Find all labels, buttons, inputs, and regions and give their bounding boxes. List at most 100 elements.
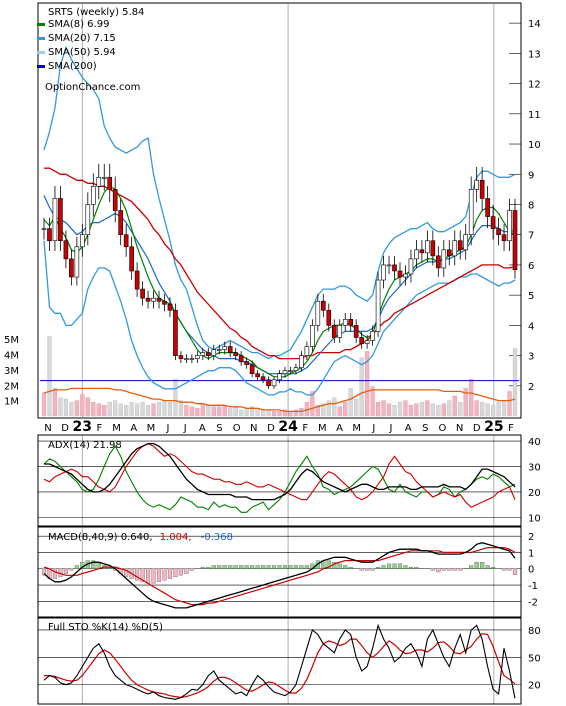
candle-body xyxy=(485,198,490,217)
volume-bar xyxy=(255,408,260,417)
x-tick-label: D xyxy=(473,423,481,434)
volume-bar xyxy=(107,401,112,417)
volume-bar xyxy=(113,400,118,417)
y-tick-label: 9 xyxy=(528,170,534,181)
x-tick-label: M xyxy=(318,423,327,434)
candle-body xyxy=(403,273,408,278)
x-tick-label: S xyxy=(422,423,428,434)
volume-bar xyxy=(403,400,408,417)
volume-bar xyxy=(474,400,479,417)
volume-bar xyxy=(480,401,485,417)
x-tick-label: N xyxy=(250,423,257,434)
y-tick-label: 12 xyxy=(528,80,541,91)
candle-body xyxy=(118,210,123,236)
volume-bar xyxy=(397,401,403,417)
y-tick-label: 3M xyxy=(4,366,19,377)
candle-body xyxy=(162,300,167,305)
volume-bar xyxy=(211,406,216,417)
candle-body xyxy=(468,189,474,236)
macd-histogram-bar xyxy=(277,565,282,569)
stochastic-panel-frame xyxy=(37,617,522,705)
candle-body xyxy=(249,364,255,375)
macd-histogram-bar xyxy=(135,568,140,581)
candle-body xyxy=(474,179,479,190)
volume-bar xyxy=(321,403,326,417)
volume-bar xyxy=(91,401,96,417)
candle-body xyxy=(315,300,321,326)
candle-body xyxy=(145,297,151,302)
legend-entry: SMA(8) 6.99 xyxy=(48,19,109,30)
volume-bar xyxy=(69,401,74,417)
candle-body xyxy=(107,176,113,190)
candle-body xyxy=(156,297,162,302)
candle-body xyxy=(436,255,441,269)
x-tick-label: J xyxy=(166,423,170,434)
candle-body xyxy=(47,228,52,242)
x-tick-label: O xyxy=(438,423,446,434)
candle-body xyxy=(452,240,458,257)
candle-body xyxy=(233,352,238,356)
candle-body xyxy=(496,228,501,236)
volume-bar xyxy=(63,398,69,417)
y-tick-label: 13 xyxy=(528,49,541,60)
candle-body xyxy=(507,210,512,242)
legend-swatch xyxy=(37,51,45,54)
x-tick-label: S xyxy=(216,423,222,434)
candle-body xyxy=(293,367,299,372)
candle-body xyxy=(375,279,381,332)
macd-histogram-bar xyxy=(211,565,216,569)
x-tick-label: J xyxy=(371,423,375,434)
sma50-line xyxy=(44,167,516,360)
candle-body xyxy=(74,246,80,278)
macd-histogram-bar xyxy=(293,565,298,569)
volume-bar xyxy=(233,406,238,417)
candle-body xyxy=(129,246,134,272)
x-tick-label: J xyxy=(183,423,187,434)
macd-histogram-bar xyxy=(178,568,183,576)
candle-body xyxy=(238,355,244,362)
volume-bar xyxy=(354,398,359,417)
y-tick-label: 5 xyxy=(528,291,534,302)
macd-histogram-bar xyxy=(386,563,392,569)
candle-body xyxy=(326,309,332,326)
candle-body xyxy=(200,352,206,356)
y-tick-label: 8 xyxy=(528,200,534,211)
volume-bar xyxy=(184,405,189,417)
price-legend: SMA(8) 6.99 SMA(20) 7.15 SMA(50) 5.94 SMA(2… xyxy=(37,19,116,72)
y-tick-label: 10 xyxy=(528,140,541,151)
candle-body xyxy=(463,234,469,251)
legend-swatch xyxy=(37,23,45,26)
candle-body xyxy=(52,198,58,242)
candle-body xyxy=(96,176,102,187)
sma8-line xyxy=(43,185,516,378)
macd-histogram-bar xyxy=(485,565,490,569)
volume-bar xyxy=(244,408,249,417)
candle-body xyxy=(277,373,282,381)
macd-histogram-bar xyxy=(189,568,194,571)
x-tick-label: A xyxy=(199,423,206,434)
candle-body xyxy=(123,234,129,248)
macd-histogram-bar xyxy=(74,565,79,569)
volume-bar xyxy=(217,406,222,417)
candle-body xyxy=(342,319,348,326)
macd-histogram-bar xyxy=(140,568,145,582)
macd-histogram-bar xyxy=(233,565,238,569)
candle-body xyxy=(58,198,63,242)
volume-bar xyxy=(222,405,227,417)
volume-bar xyxy=(200,403,205,417)
volume-bar xyxy=(348,388,353,417)
legend-swatch xyxy=(37,65,45,68)
volume-bar xyxy=(266,409,271,417)
y-tick-label: 0 xyxy=(528,565,534,576)
y-tick-label: 3 xyxy=(528,352,534,363)
volume-bar xyxy=(507,391,512,417)
adx-plus-di-line xyxy=(43,445,516,513)
macd-histogram-bar xyxy=(381,565,386,569)
candle-body xyxy=(101,176,107,179)
macd-histogram-bar xyxy=(266,565,271,569)
macd-histogram xyxy=(41,560,518,584)
y-tick-label: 50 xyxy=(528,653,541,664)
stochastic-k-line xyxy=(43,623,516,700)
adx-panel: 10 20 30 40 ADX(14) 21.98 xyxy=(37,434,541,527)
